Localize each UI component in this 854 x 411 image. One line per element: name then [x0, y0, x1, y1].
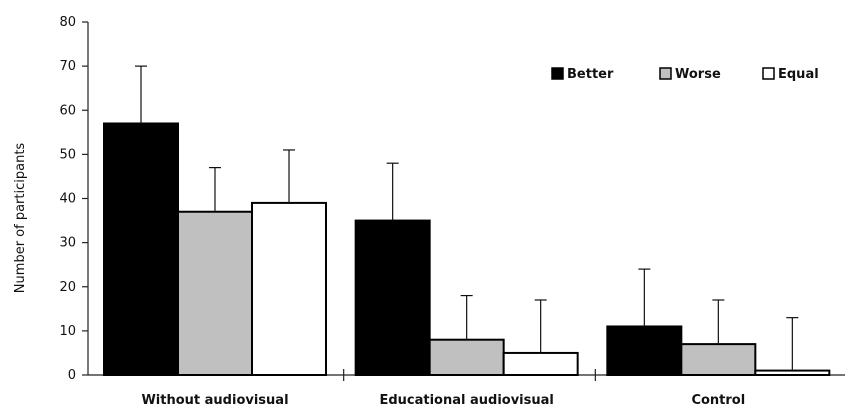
x-category-label: Control: [691, 393, 745, 408]
bars-group: [103, 122, 831, 377]
x-category-label: Educational audiovisual: [379, 393, 553, 408]
x-category-label: Without audiovisual: [141, 393, 288, 408]
y-tick-label: 0: [68, 368, 76, 383]
y-tick-label: 70: [59, 59, 76, 74]
legend-swatch-better: [551, 67, 564, 80]
legend-swatch-worse: [659, 67, 672, 80]
legend-label-better: Better: [567, 67, 614, 82]
y-tick-label: 50: [59, 147, 76, 162]
bar-worse: [177, 210, 253, 376]
y-tick-label: 80: [59, 15, 76, 30]
bar-better: [354, 219, 431, 376]
legend-label-equal: Equal: [778, 67, 819, 82]
y-tick-label: 60: [59, 103, 76, 118]
error-bars-group: [135, 65, 799, 371]
bar-worse: [428, 338, 505, 377]
bar-equal: [251, 201, 327, 376]
bar-worse: [680, 343, 757, 376]
bar-equal: [754, 369, 831, 376]
bar-equal: [502, 351, 579, 376]
labels-group: 0 10 20 30 40 50 60 70 80 Without audiovisual Educ…: [59, 15, 745, 408]
bar-better: [606, 325, 683, 376]
bar-better: [103, 122, 179, 376]
legend: Better Worse Equal: [551, 67, 819, 82]
y-tick-label: 10: [59, 324, 76, 339]
legend-label-worse: Worse: [675, 67, 721, 82]
legend-swatch-equal: [762, 67, 775, 80]
y-axis-title: Number of participants: [13, 143, 28, 294]
y-tick-label: 20: [59, 280, 76, 295]
y-tick-label: 30: [59, 236, 76, 251]
y-tick-label: 40: [59, 192, 76, 207]
